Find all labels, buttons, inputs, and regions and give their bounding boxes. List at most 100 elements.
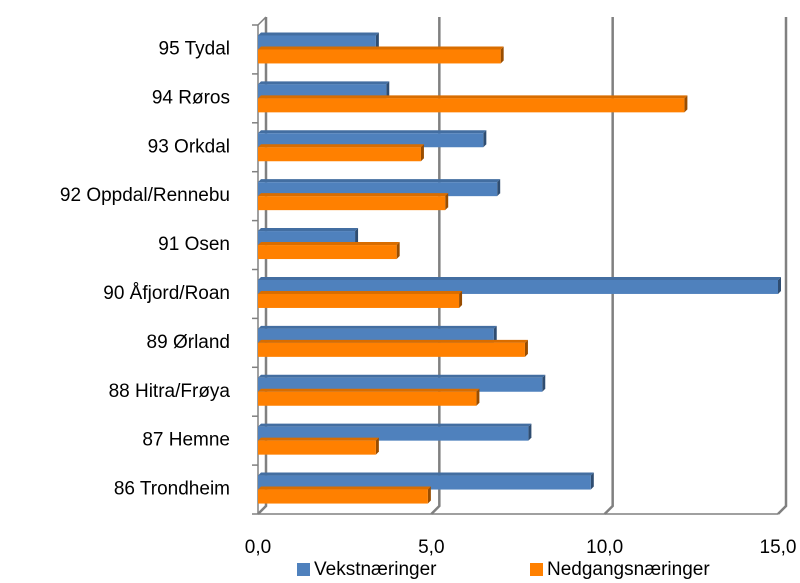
bar-face: [258, 35, 376, 50]
bar: [258, 81, 390, 99]
bar-side: [528, 423, 532, 441]
bar-side: [445, 193, 449, 211]
x-tick-label: 10,0: [586, 537, 623, 558]
bar-face: [258, 231, 356, 246]
bar: [258, 193, 449, 211]
bar-face: [258, 377, 543, 392]
bar: [258, 144, 424, 162]
bar-face: [258, 293, 460, 308]
bar-side: [778, 276, 781, 294]
bar-face: [258, 147, 421, 162]
bar-side: [427, 486, 431, 504]
y-tick-label: 92 Oppdal/Rennebu: [60, 185, 230, 206]
bar-top: [258, 423, 532, 427]
bar-top: [258, 130, 487, 134]
bar-face: [258, 489, 428, 504]
legend-label: Vekstnæringer: [314, 559, 437, 580]
bar-top: [258, 339, 528, 343]
bar-side: [375, 437, 379, 455]
bar-face: [258, 426, 529, 441]
y-tick-label: 94 Røros: [152, 87, 230, 108]
bar-top: [258, 388, 480, 392]
bar-top: [258, 32, 379, 36]
bar-side: [396, 242, 400, 260]
x-tick-label: 15,0: [760, 537, 797, 558]
y-tick-label: 90 Åfjord/Roan: [103, 283, 230, 304]
bar-side: [386, 81, 390, 99]
bar-side: [542, 374, 546, 392]
legend-swatch: [530, 563, 543, 576]
y-tick-label: 95 Tydal: [159, 38, 230, 59]
y-tick-label: 89 Ørland: [147, 332, 230, 353]
bar-top: [258, 242, 400, 246]
bar-face: [258, 84, 387, 99]
bar-side: [524, 339, 528, 357]
bar-top: [258, 290, 463, 294]
grid-line: [777, 17, 788, 515]
bar: [258, 325, 497, 343]
bar-side: [500, 46, 504, 64]
y-tick-label: 93 Orkdal: [148, 136, 230, 157]
bar: [258, 276, 781, 294]
bar-side: [375, 32, 379, 50]
y-tick-label: 87 Hemne: [142, 430, 230, 451]
bar: [258, 437, 379, 455]
bar: [258, 472, 594, 490]
bar-top: [258, 179, 501, 183]
bar-top: [258, 193, 449, 197]
x-tick-label: 0,0: [245, 537, 271, 558]
bar-top: [258, 325, 497, 329]
bar-top: [258, 95, 688, 99]
bar-side: [483, 130, 487, 148]
bar: [258, 95, 688, 113]
bar: [258, 130, 487, 148]
y-tick-label: 91 Osen: [158, 234, 230, 255]
bar-top: [258, 46, 504, 50]
bar-top: [258, 486, 431, 490]
bar-face: [258, 391, 477, 406]
bar-face: [258, 328, 494, 343]
bar: [258, 388, 480, 406]
bar: [258, 228, 359, 246]
bar-side: [493, 325, 497, 343]
bar: [258, 242, 400, 260]
bar-face: [258, 245, 397, 260]
grid-line: [603, 17, 614, 515]
bar: [258, 423, 532, 441]
bar-top: [258, 228, 359, 232]
bar-face: [258, 98, 685, 113]
bar-side: [459, 290, 463, 308]
x-tick-label: 5,0: [418, 537, 444, 558]
legend-label: Nedgangsnæringer: [547, 559, 710, 580]
bar-top: [258, 472, 594, 476]
bar-side: [684, 95, 688, 113]
bar-side: [497, 179, 501, 197]
y-tick-label: 88 Hitra/Frøya: [109, 381, 231, 402]
bar: [258, 374, 546, 392]
bar: [258, 32, 379, 50]
bar-face: [258, 196, 446, 211]
bar-face: [258, 49, 501, 64]
bar-side: [355, 228, 359, 246]
bar-face: [258, 440, 376, 455]
bar: [258, 486, 431, 504]
bar-face: [258, 279, 778, 294]
bar-top: [258, 144, 424, 148]
bar-face: [258, 342, 525, 357]
bar-top: [258, 437, 379, 441]
bar-top: [258, 81, 390, 85]
bar-top: [258, 374, 546, 378]
bar: [258, 339, 528, 357]
bar-face: [258, 182, 498, 197]
bar-face: [258, 133, 484, 148]
bar-top: [258, 276, 781, 280]
bar-side: [420, 144, 424, 162]
bar: [258, 46, 504, 64]
y-tick-label: 86 Trondheim: [114, 479, 230, 500]
bar-face: [258, 475, 591, 490]
bar-side: [590, 472, 594, 490]
bar-side: [476, 388, 480, 406]
legend-swatch: [297, 563, 310, 576]
bar: [258, 179, 501, 197]
